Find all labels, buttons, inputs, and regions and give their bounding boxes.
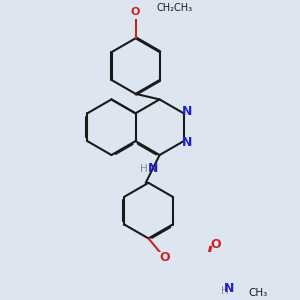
Text: CH₃: CH₃ — [249, 288, 268, 298]
Text: N: N — [224, 282, 234, 295]
Text: O: O — [210, 238, 220, 250]
Text: H: H — [140, 164, 148, 174]
Text: O: O — [160, 251, 170, 264]
Text: N: N — [182, 136, 192, 149]
Text: H: H — [221, 286, 229, 296]
Text: N: N — [182, 105, 192, 119]
Text: CH₂CH₃: CH₂CH₃ — [157, 3, 193, 13]
Text: N: N — [147, 162, 158, 176]
Text: O: O — [131, 8, 140, 17]
